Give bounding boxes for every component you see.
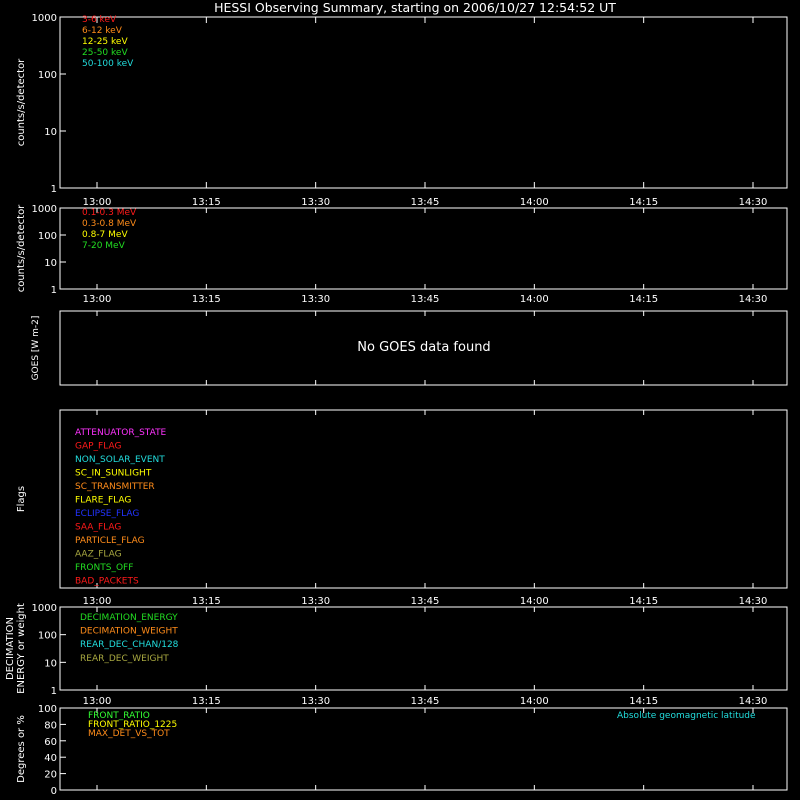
legend-entry: 6-12 keV xyxy=(82,26,123,36)
legend-entry: GAP_FLAG xyxy=(75,442,121,452)
legend-entry: FRONTS_OFF xyxy=(75,563,133,573)
no-data-message: No GOES data found xyxy=(357,340,490,355)
panel-frame xyxy=(59,16,788,189)
x-tick-label: 13:30 xyxy=(301,197,330,208)
legend-entry: BAD_PACKETS xyxy=(75,577,139,587)
y-tick-label: 1 xyxy=(51,686,57,697)
y-axis-label: GOES [W m-2] xyxy=(31,316,41,381)
panel-frame xyxy=(59,310,788,386)
legend-entry: REAR_DEC_CHAN/128 xyxy=(80,640,179,650)
legend-entry: ECLIPSE_FLAG xyxy=(75,509,139,519)
x-tick-label: 13:00 xyxy=(83,294,112,305)
y-axis-label: counts/s/detector xyxy=(16,204,27,292)
legend-entry: DECIMATION_ENERGY xyxy=(80,613,178,623)
panel-frame xyxy=(59,707,788,791)
y-tick-label: 0 xyxy=(51,786,57,797)
legend-entry: 50-100 keV xyxy=(82,59,134,69)
panel-lc-low: 13:00 13:15 13:30 13:45 14:00 14:15 14:30 1 10 10… xyxy=(16,13,788,208)
legend-entry: 25-50 keV xyxy=(82,48,128,58)
legend-entry: FRONT_RATIO xyxy=(88,711,150,721)
legend-entry: SC_IN_SUNLIGHT xyxy=(75,469,152,479)
y-tick-label: 100 xyxy=(38,231,57,242)
x-tick-label: 14:30 xyxy=(739,294,768,305)
y-axis-label: Flags xyxy=(16,486,27,512)
x-tick-label: 13:45 xyxy=(411,294,440,305)
legend-entry: NON_SOLAR_EVENT xyxy=(75,455,165,465)
y-tick-label: 100 xyxy=(38,704,57,715)
y-tick-label: 40 xyxy=(44,753,57,764)
y-tick-label: 1 xyxy=(51,285,57,296)
x-tick-label: 14:15 xyxy=(629,596,658,607)
panel-lc-high: 13:00 13:15 13:30 13:45 14:00 14:15 14:30 1 10 10… xyxy=(16,204,788,305)
x-tick-label: 14:00 xyxy=(520,596,549,607)
x-tick-label: 13:45 xyxy=(411,596,440,607)
y-axis-label: DECIMATION xyxy=(5,617,16,680)
x-tick-label: 14:30 xyxy=(739,696,768,707)
y-tick-label: 60 xyxy=(44,737,57,748)
y-tick-label: 1000 xyxy=(32,603,57,614)
legend-entry: 12-25 keV xyxy=(82,37,128,47)
legend-entry: MAX_DET_VS_TOT xyxy=(88,729,170,739)
legend-entry: 0.1-0.3 MeV xyxy=(82,208,137,218)
y-tick-label: 100 xyxy=(38,631,57,642)
x-tick-label: 14:15 xyxy=(629,696,658,707)
x-tick-label: 14:30 xyxy=(739,197,768,208)
y-axis-label: counts/s/detector xyxy=(16,58,27,146)
panel-decim: 13:00 13:15 13:30 13:45 14:00 14:15 14:30 1 10 10… xyxy=(5,603,788,707)
y-tick-label: 1000 xyxy=(32,204,57,215)
panels: 13:00 13:15 13:30 13:45 14:00 14:15 14:3011010… xyxy=(5,13,788,797)
y-tick-label: 1000 xyxy=(32,13,57,24)
x-tick-label: 13:30 xyxy=(301,596,330,607)
x-tick-label: 14:00 xyxy=(520,197,549,208)
legend-entry: AAZ_FLAG xyxy=(75,550,122,560)
legend-entry: 7-20 MeV xyxy=(82,241,126,251)
legend-entry: REAR_DEC_WEIGHT xyxy=(80,654,169,664)
panel-flags: 13:00 13:15 13:30 13:45 14:00 14:15 14:30 Flags… xyxy=(16,409,788,607)
x-tick-label: 13:00 xyxy=(83,696,112,707)
x-tick-label: 14:15 xyxy=(629,197,658,208)
legend-entry: DECIMATION_WEIGHT xyxy=(80,627,178,637)
x-tick-label: 13:45 xyxy=(411,197,440,208)
x-tick-label: 13:30 xyxy=(301,696,330,707)
x-tick-label: 13:30 xyxy=(301,294,330,305)
panel-frame xyxy=(59,409,788,589)
legend-entry: FLARE_FLAG xyxy=(75,496,131,506)
legend-entry: 0.8-7 MeV xyxy=(82,230,128,240)
panel-annotation: Absolute geomagnetic latitude xyxy=(617,711,756,721)
y-tick-label: 80 xyxy=(44,720,57,731)
legend-entry: 0.3-0.8 MeV xyxy=(82,219,137,229)
legend-entry: PARTICLE_FLAG xyxy=(75,536,145,546)
y-tick-label: 1 xyxy=(51,184,57,195)
figure-title: HESSI Observing Summary, starting on 200… xyxy=(214,0,616,15)
legend-entry: ATTENUATOR_STATE xyxy=(75,428,167,438)
panel-ratios: 0 20 40 60 80 100 Degrees or % Absolute geomagn… xyxy=(16,704,788,797)
legend-entry: SC_TRANSMITTER xyxy=(75,482,155,492)
x-tick-label: 14:00 xyxy=(520,696,549,707)
x-tick-label: 13:15 xyxy=(192,197,221,208)
y-tick-label: 100 xyxy=(38,70,57,81)
panel-frame xyxy=(59,606,788,691)
panel-goes: GOES [W m-2] No GOES data found xyxy=(31,310,788,386)
x-tick-label: 14:15 xyxy=(629,294,658,305)
legend-entry: FRONT_RATIO_1225 xyxy=(88,720,177,730)
y-tick-label: 10 xyxy=(44,658,57,669)
x-tick-label: 13:15 xyxy=(192,596,221,607)
y-tick-label: 20 xyxy=(44,770,57,781)
y-tick-label: 10 xyxy=(44,258,57,269)
x-tick-label: 13:15 xyxy=(192,294,221,305)
legend-entry: SAA_FLAG xyxy=(75,523,121,533)
y-axis-label: Degrees or % xyxy=(16,715,27,783)
y-axis-label-line2: ENERGY or weight xyxy=(16,603,27,694)
y-tick-label: 10 xyxy=(44,127,57,138)
panel-frame xyxy=(59,207,788,290)
legend-entry: 3-6 keV xyxy=(82,15,117,25)
x-tick-label: 14:00 xyxy=(520,294,549,305)
x-tick-label: 13:15 xyxy=(192,696,221,707)
x-tick-label: 13:45 xyxy=(411,696,440,707)
x-tick-label: 14:30 xyxy=(739,596,768,607)
x-tick-label: 13:00 xyxy=(83,197,112,208)
x-tick-label: 13:00 xyxy=(83,596,112,607)
